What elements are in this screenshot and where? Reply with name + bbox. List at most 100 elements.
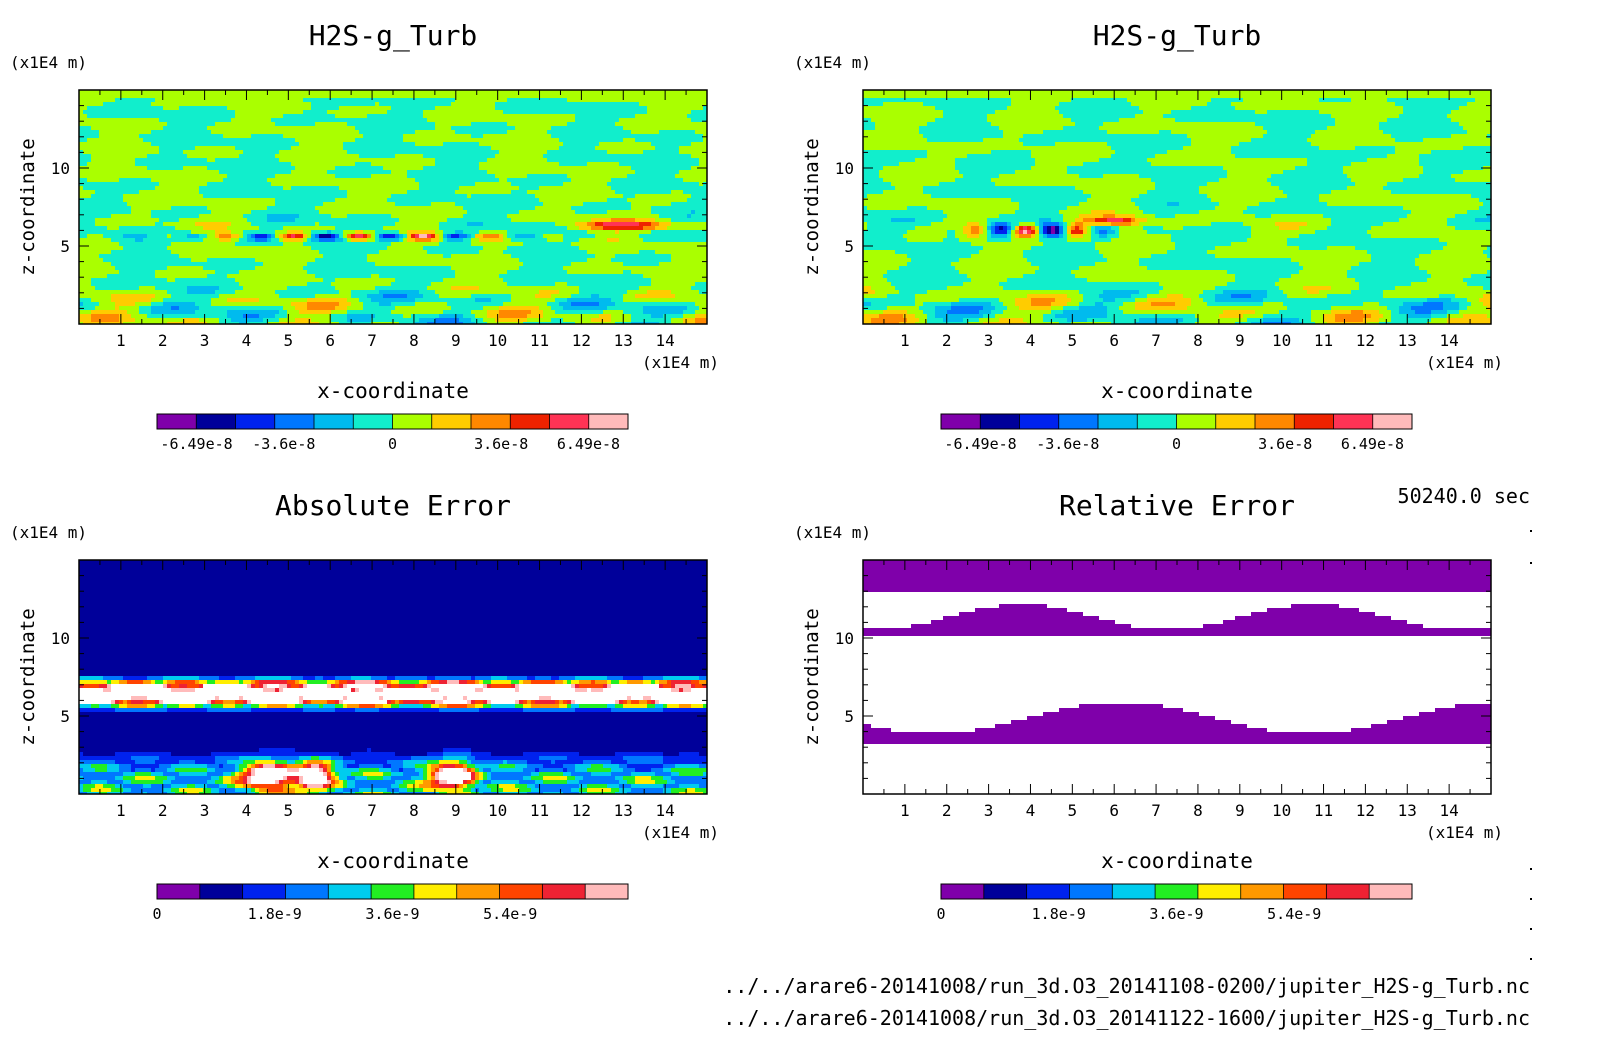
z-axis-label: z-coordinate xyxy=(17,608,39,745)
x-unit-label: (x1E4 m) xyxy=(642,353,719,372)
z-axis-label: z-coordinate xyxy=(17,138,39,275)
colorbar-swatch xyxy=(196,414,236,429)
x-tick-label: 3 xyxy=(200,801,210,820)
colorbar-tick-label: 5.4e-9 xyxy=(483,905,537,923)
x-tick-label: 9 xyxy=(451,801,461,820)
z-tick-label: 10 xyxy=(51,159,70,178)
x-unit-label: (x1E4 m) xyxy=(642,823,719,842)
z-tick-label: 5 xyxy=(60,237,70,256)
x-tick-label: 2 xyxy=(158,331,168,350)
colorbar-swatch xyxy=(413,884,458,899)
colorbar-swatch xyxy=(157,884,201,899)
colorbar-tick-label: 1.8e-9 xyxy=(248,905,302,923)
edge-dots xyxy=(1530,530,1532,960)
x-tick-label: 8 xyxy=(409,801,419,820)
x-tick-label: 4 xyxy=(1026,331,1036,350)
x-tick-label: 11 xyxy=(530,801,549,820)
z-unit-label: (x1E4 m) xyxy=(794,523,871,542)
x-tick-label: 8 xyxy=(409,331,419,350)
x-tick-label: 7 xyxy=(1151,801,1161,820)
colorbar-swatch xyxy=(980,414,1020,429)
colorbar-swatch xyxy=(392,414,433,429)
x-tick-label: 1 xyxy=(900,331,910,350)
x-tick-label: 8 xyxy=(1193,331,1203,350)
chart-panel: Relative Error(x1E4 m)1 2 3 4 5 6 7 8 9 10 11 12 13 1… xyxy=(794,489,1503,923)
colorbar-swatch xyxy=(1283,884,1327,899)
colorbar-swatch xyxy=(499,884,543,899)
colorbar-swatch xyxy=(549,414,590,429)
x-tick-label: 11 xyxy=(530,331,549,350)
heatmap xyxy=(863,560,1491,794)
x-tick-label: 8 xyxy=(1193,801,1203,820)
colorbar-tick-label: 5.4e-9 xyxy=(1267,905,1321,923)
x-tick-label: 4 xyxy=(242,801,252,820)
colorbar-swatch xyxy=(1372,414,1413,429)
x-tick-label: 4 xyxy=(242,331,252,350)
colorbar-swatch xyxy=(983,884,1028,899)
x-tick-label: 7 xyxy=(367,801,377,820)
x-tick-label: 9 xyxy=(1235,801,1245,820)
x-tick-label: 1 xyxy=(900,801,910,820)
z-tick-label: 5 xyxy=(844,237,854,256)
x-tick-label: 7 xyxy=(1151,331,1161,350)
chart-title: Relative Error xyxy=(1059,489,1295,522)
x-tick-label: 12 xyxy=(572,331,591,350)
colorbar-swatch xyxy=(285,884,329,899)
colorbar-swatch xyxy=(274,414,315,429)
x-tick-label: 12 xyxy=(1356,331,1375,350)
colorbar-swatch xyxy=(1369,884,1413,899)
colorbar-swatch xyxy=(1155,884,1199,899)
colorbar-tick-label: 3.6e-9 xyxy=(365,905,419,923)
x-tick-label: 2 xyxy=(158,801,168,820)
x-tick-label: 12 xyxy=(572,801,591,820)
chart-title: Absolute Error xyxy=(275,489,511,522)
x-tick-label: 2 xyxy=(942,801,952,820)
colorbar-swatch xyxy=(1137,414,1177,429)
x-tick-label: 12 xyxy=(1356,801,1375,820)
z-axis-label: z-coordinate xyxy=(801,138,823,275)
colorbar-tick-label: 0 xyxy=(388,435,397,453)
chart-panel: H2S-g_Turb(x1E4 m)1 2 3 4 5 6 7 8 9 10 11 12 13 14510… xyxy=(10,19,719,453)
x-tick-label: 10 xyxy=(488,331,507,350)
x-tick-label: 14 xyxy=(1440,331,1459,350)
colorbar: 0 1.8e-9 3.6e-9 5.4e-9 xyxy=(152,883,629,923)
heatmap xyxy=(863,90,1491,324)
colorbar-swatch xyxy=(242,884,286,899)
colorbar-swatch xyxy=(353,414,393,429)
x-tick-label: 3 xyxy=(984,801,994,820)
colorbar-swatch xyxy=(371,884,415,899)
x-unit-label: (x1E4 m) xyxy=(1426,823,1503,842)
x-tick-label: 1 xyxy=(116,801,126,820)
x-tick-label: 5 xyxy=(284,801,294,820)
colorbar-swatch xyxy=(471,414,511,429)
x-tick-label: 5 xyxy=(1068,331,1078,350)
colorbar-tick-label: 3.6e-8 xyxy=(474,435,528,453)
x-tick-label: 1 xyxy=(116,331,126,350)
x-tick-label: 11 xyxy=(1314,331,1333,350)
z-tick-label: 5 xyxy=(844,707,854,726)
x-tick-label: 9 xyxy=(1235,331,1245,350)
x-tick-label: 3 xyxy=(200,331,210,350)
x-tick-label: 5 xyxy=(1068,801,1078,820)
x-tick-label: 13 xyxy=(614,331,633,350)
colorbar-swatch xyxy=(1176,414,1217,429)
chart-title: H2S-g_Turb xyxy=(309,19,478,53)
colorbar-swatch xyxy=(1197,884,1242,899)
heatmap xyxy=(79,90,707,324)
colorbar-swatch xyxy=(235,414,276,429)
colorbar-tick-label: -3.6e-8 xyxy=(252,435,315,453)
colorbar: 0 1.8e-9 3.6e-9 5.4e-9 xyxy=(936,883,1413,923)
colorbar-tick-label: 6.49e-8 xyxy=(557,435,620,453)
colorbar-swatch xyxy=(314,414,354,429)
x-tick-label: 10 xyxy=(1272,331,1291,350)
tick-marks xyxy=(863,90,1491,324)
colorbar-swatch xyxy=(585,884,629,899)
colorbar-swatch xyxy=(199,884,244,899)
tick-marks xyxy=(863,560,1491,794)
chart-title: H2S-g_Turb xyxy=(1093,19,1262,53)
x-tick-label: 11 xyxy=(1314,801,1333,820)
colorbar-swatch xyxy=(1058,414,1099,429)
colorbar: -6.49e-8 -3.6e-8 0 3.6e-8 6.49e-8 xyxy=(156,413,629,453)
time-label: 50240.0 sec xyxy=(1398,484,1530,508)
chart-panel: Absolute Error(x1E4 m)1 2 3 4 5 6 7 8 9 10 11 12 13 1… xyxy=(10,489,719,923)
